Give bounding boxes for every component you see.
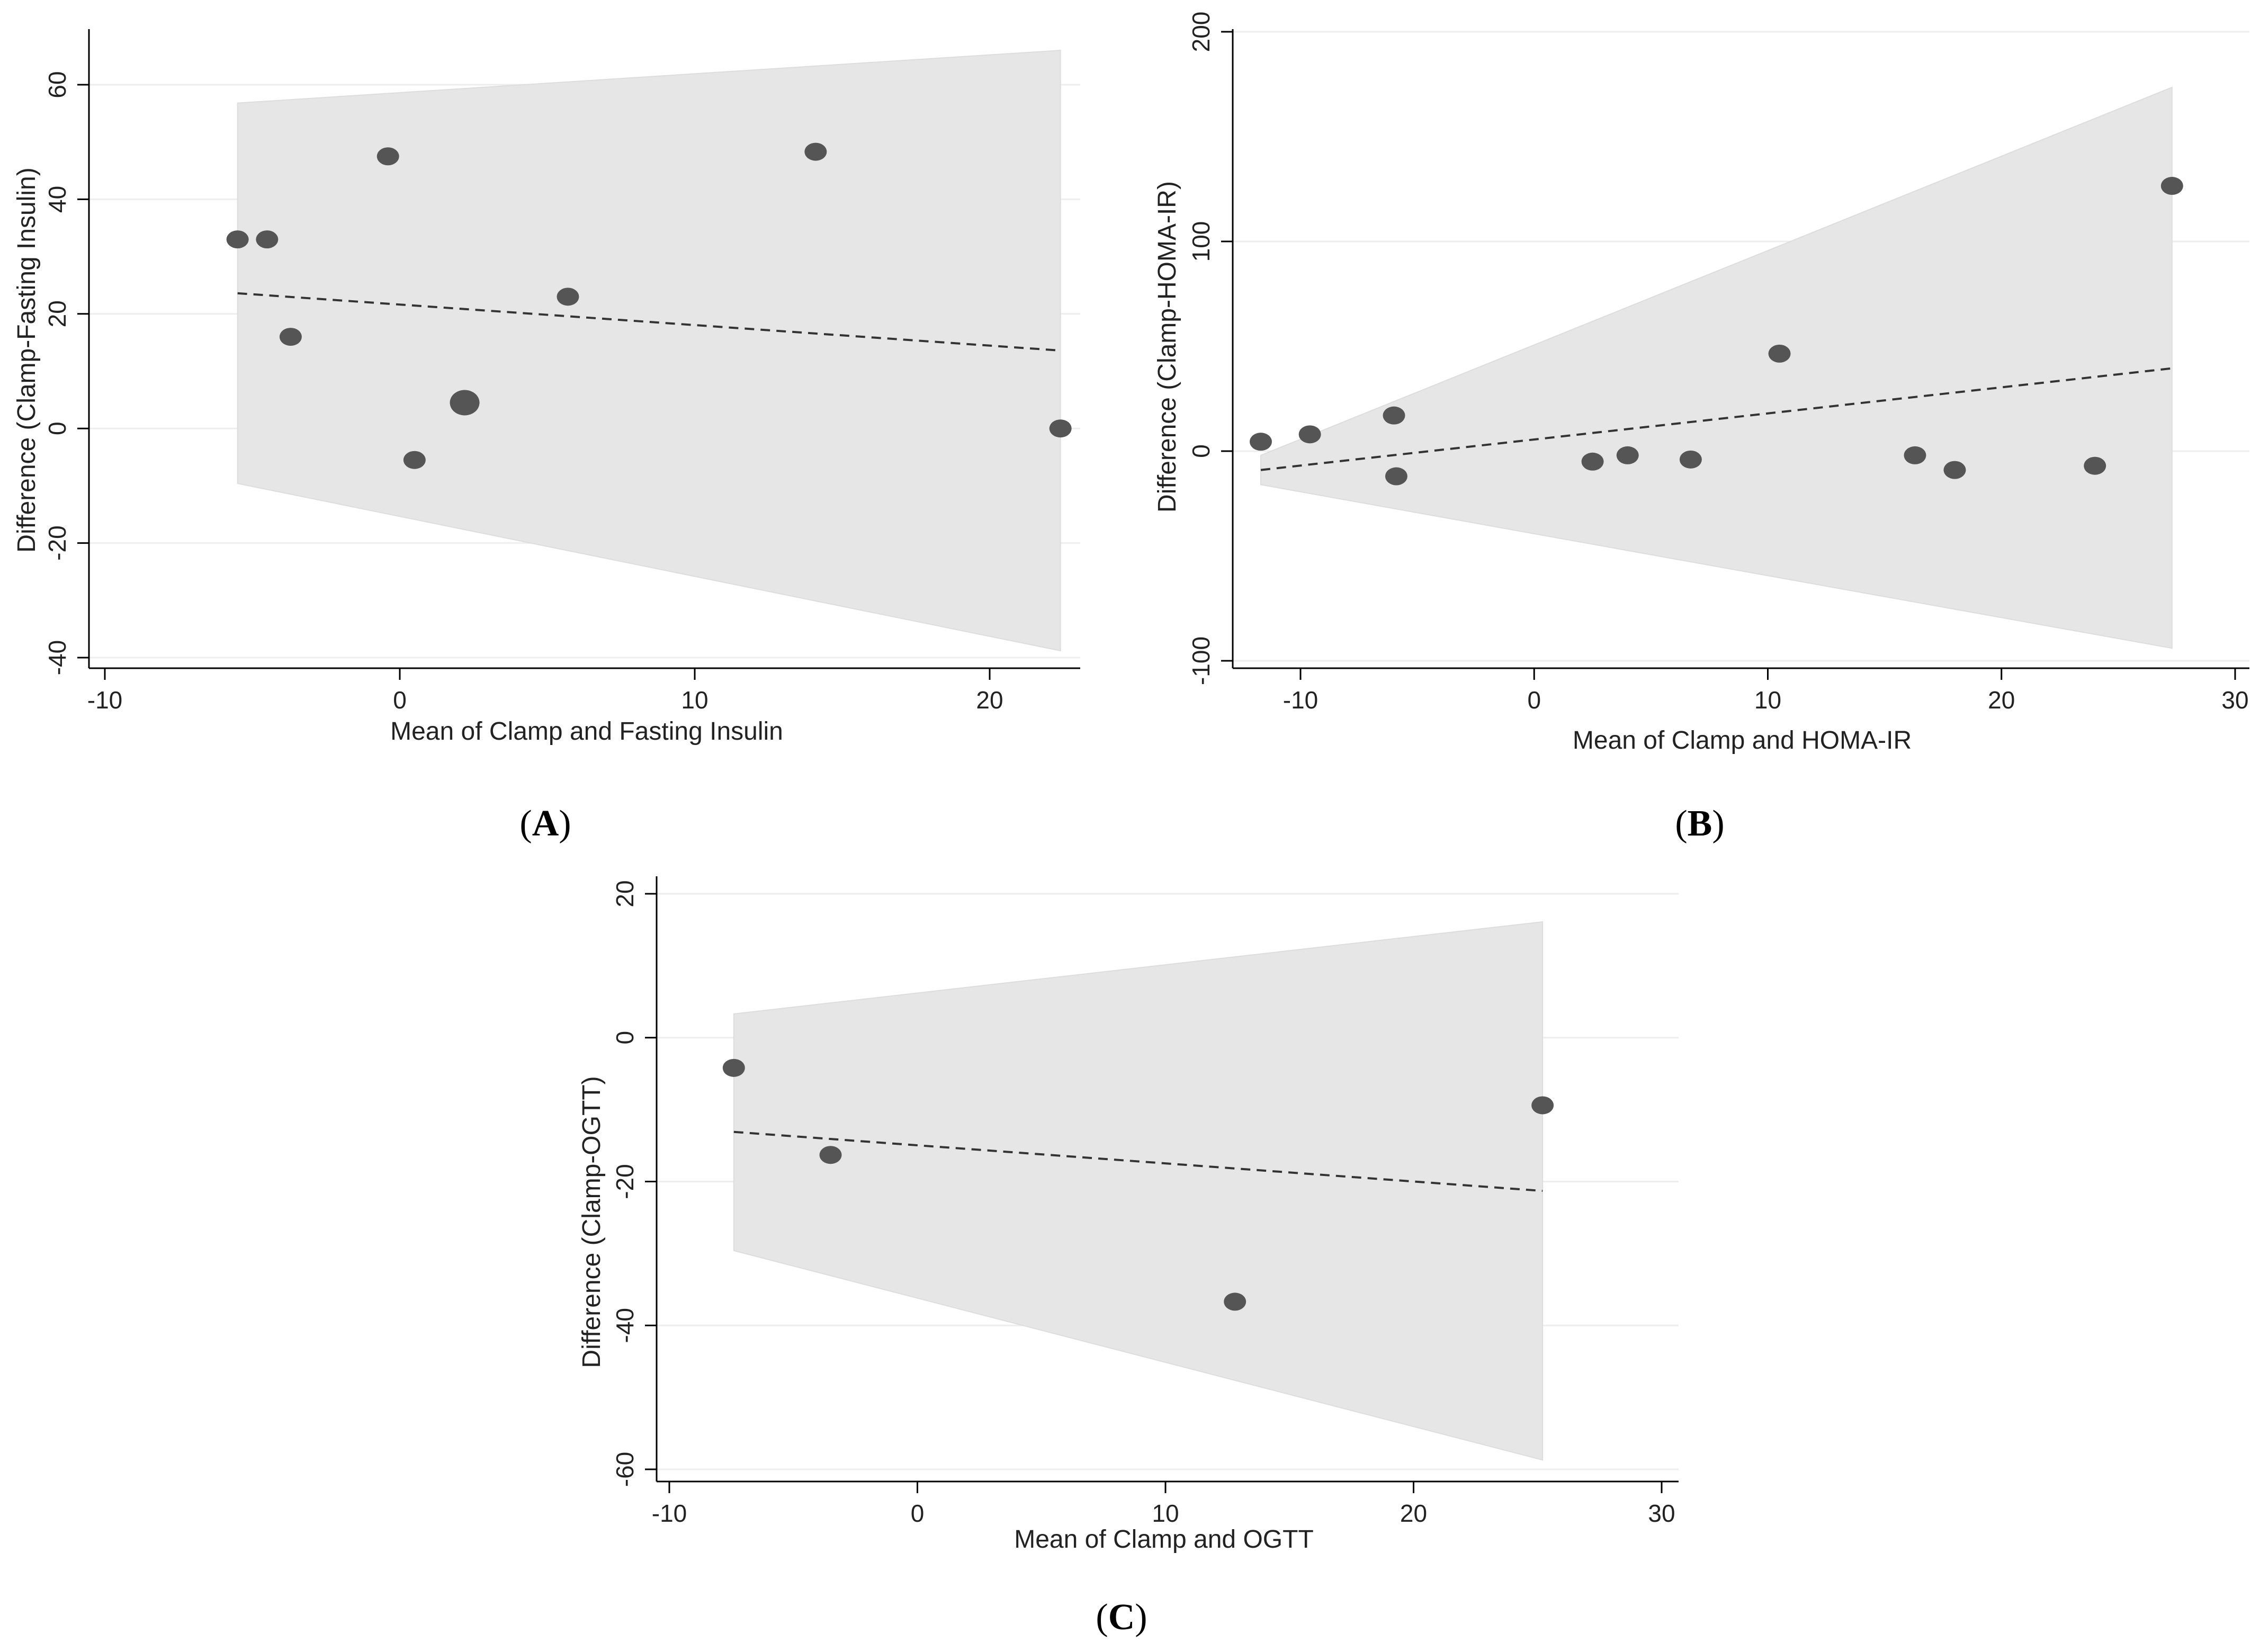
panel-a: -10 0 10 20 -40 -20 0 20 40 60 Mean of Clamp and … (13, 29, 1080, 844)
panel-c-y-tick-label: -20 (611, 1164, 639, 1199)
panel-b-x-tick-label: -10 (1283, 686, 1318, 714)
panel-b-point-5 (1581, 452, 1604, 471)
panel-b-x-tick-label: 10 (1754, 686, 1781, 714)
panel-b-y-tick-label: 0 (1187, 444, 1215, 458)
panel-b-point-4 (1385, 467, 1407, 486)
panel-c-limits-of-agreement-band (733, 921, 1544, 1461)
panel-a-point-6 (450, 390, 480, 416)
panel-c-x-tick-label: 30 (1648, 1500, 1675, 1527)
panel-b-point-9 (1904, 446, 1926, 464)
panel-a-point-9 (1049, 419, 1072, 438)
panel-c-point-2 (819, 1146, 842, 1164)
panel-c-axes (656, 876, 1679, 1483)
panel-a-trend-layer (237, 292, 1061, 352)
panel-b-x-tick-label: 30 (2221, 686, 2248, 714)
panel-b-point-3 (1383, 406, 1405, 425)
panel-c-x-tick-label: -10 (652, 1500, 687, 1527)
panel-b-point-6 (1616, 446, 1639, 464)
panel-c-x-tick-label: 10 (1152, 1500, 1179, 1527)
panel-a-y-axis-title: Difference (Clamp-Fasting Insulin) (13, 167, 41, 552)
panel-b-x-tick-label: 0 (1527, 686, 1541, 714)
panel-c-y-tick-label: -60 (611, 1452, 639, 1487)
panel-b-trend-line (1260, 367, 2173, 471)
panel-b-caption: (B) (1675, 803, 1724, 844)
panel-b-point-2 (1298, 425, 1321, 444)
panel-a-limits-of-agreement-band (237, 50, 1061, 652)
panel-a-point-7 (557, 288, 579, 306)
panel-b-y-tick-label: 200 (1187, 12, 1215, 52)
panel-c-x-axis-title: Mean of Clamp and OGTT (1014, 1525, 1314, 1554)
panel-c-y-tick-label: -40 (611, 1308, 639, 1343)
panel-c-points (722, 1058, 1554, 1311)
panel-b-point-12 (2160, 177, 2183, 195)
panel-a-points (226, 142, 1072, 469)
panel-c-y-tick-label: 0 (611, 1031, 639, 1045)
panel-b-points (1249, 177, 2183, 486)
panel-a-band-layer (237, 50, 1061, 652)
panel-a-x-tick-label: 10 (681, 686, 708, 714)
panel-c-trend-line (733, 1130, 1543, 1192)
panel-b-trend-layer (1260, 367, 2173, 471)
panel-b-x-axis-title: Mean of Clamp and HOMA-IR (1573, 726, 1912, 755)
panel-a-x-tick-label: 0 (393, 686, 407, 714)
panel-a-y-tick-label: 20 (43, 300, 71, 327)
panel-b-y-tick-label: -100 (1187, 636, 1215, 685)
panel-b-y-axis-title: Difference (Clamp-HOMA-IR) (1153, 181, 1181, 513)
panel-a-point-4 (376, 147, 399, 166)
panel-c-band-layer (733, 921, 1544, 1461)
panel-b-y-tick-label: 100 (1187, 221, 1215, 262)
panel-a-y-tick-label: 0 (43, 421, 71, 435)
panel-b-axes (1232, 29, 2249, 669)
panel-b-point-1 (1249, 433, 1272, 451)
panel-a-y-tick-label: -20 (43, 525, 71, 560)
panel-a-axes (88, 29, 1080, 669)
panel-a-trend-line (237, 292, 1061, 352)
panel-a-y-tick-label: -40 (43, 640, 71, 675)
panel-c-point-1 (722, 1058, 745, 1077)
panel-a-point-8 (804, 142, 827, 161)
panel-a-point-5 (403, 451, 426, 469)
panel-a-x-axis-title: Mean of Clamp and Fasting Insulin (390, 717, 783, 746)
panel-c: -10 0 10 20 30 -60 -40 -20 0 20 Mean of Clamp and… (578, 876, 1679, 1638)
panel-b-x-tick-label: 20 (1988, 686, 2015, 714)
panel-a-x-tick-label: 20 (976, 686, 1003, 714)
panel-b-point-8 (1768, 344, 1791, 363)
panel-c-point-4 (1531, 1096, 1554, 1115)
panel-a-point-1 (226, 230, 249, 249)
panel-c-trend-layer (733, 1130, 1543, 1192)
panel-c-caption: (C) (1096, 1597, 1147, 1638)
panel-a-y-tick-label: 40 (43, 186, 71, 213)
panel-b-band-layer (1260, 86, 2173, 649)
panel-a-caption: (A) (519, 803, 571, 844)
panel-c-y-axis-title: Difference (Clamp-OGTT) (578, 1076, 606, 1368)
panel-a-x-tick-label: -10 (87, 686, 122, 714)
panel-c-ticks: -10 0 10 20 30 -60 -40 -20 0 20 (611, 880, 1675, 1527)
panel-a-y-tick-label: 60 (43, 71, 71, 98)
panel-c-x-tick-label: 0 (911, 1500, 925, 1527)
panel-a-point-2 (256, 230, 279, 249)
panel-a-point-3 (279, 328, 302, 346)
panel-a-ticks: -10 0 10 20 -40 -20 0 20 40 60 (43, 71, 1003, 714)
panel-b-point-11 (2084, 456, 2106, 475)
panel-b-limits-of-agreement-band (1260, 86, 2173, 649)
panel-c-y-tick-label: 20 (611, 880, 639, 907)
panel-b-point-7 (1679, 450, 1702, 469)
panel-c-point-3 (1224, 1292, 1246, 1311)
panel-c-x-tick-label: 20 (1400, 1500, 1427, 1527)
panel-b-point-10 (1943, 461, 1966, 479)
